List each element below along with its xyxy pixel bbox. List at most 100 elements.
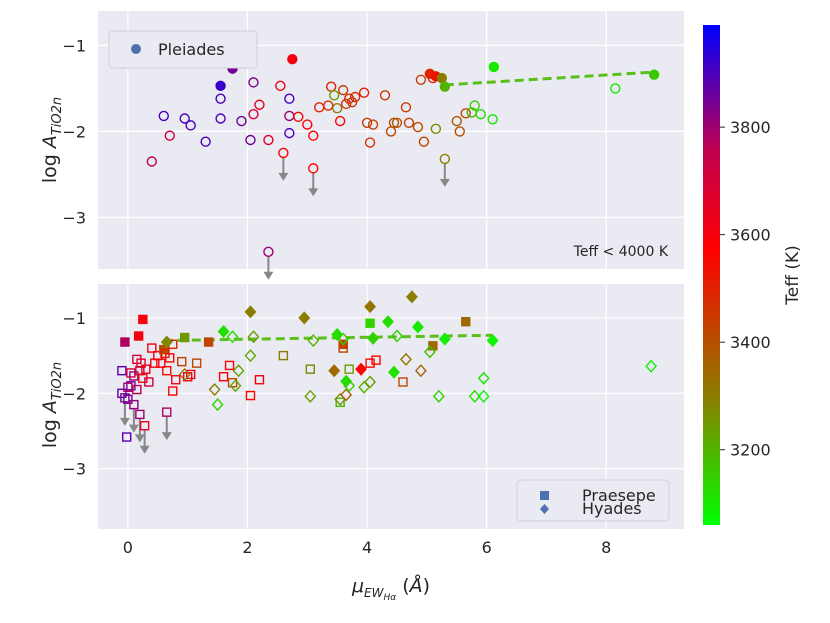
upper-limit-arrowhead xyxy=(139,445,150,454)
bottom-legend-box xyxy=(516,479,670,522)
praesepe-point xyxy=(245,390,256,401)
legend-pleiades-marker xyxy=(131,44,141,54)
hyades-point xyxy=(244,349,257,363)
pleiades-point xyxy=(391,117,403,129)
hyades-point xyxy=(211,398,224,412)
upper-limit-arrowhead xyxy=(308,188,319,197)
praesepe-point xyxy=(126,368,136,378)
praesepe-point xyxy=(278,350,289,361)
praesepe-point xyxy=(344,364,354,374)
x-tick-label: 8 xyxy=(601,538,611,557)
pleiades-point xyxy=(610,83,621,94)
pleiades-point xyxy=(460,108,471,119)
hyades-point xyxy=(337,332,350,346)
pleiades-point xyxy=(308,163,319,174)
x-tick-label: 6 xyxy=(482,538,492,557)
pleiades-point xyxy=(454,126,465,137)
legend-praesepe-label: Praesepe xyxy=(582,486,656,505)
praesepe-point xyxy=(120,393,130,403)
bottom-scatter-points xyxy=(117,290,658,454)
praesepe-point xyxy=(129,399,139,410)
praesepe-point xyxy=(123,394,133,405)
pleiades-point xyxy=(263,134,274,146)
upper-limit-arrowhead xyxy=(128,424,139,433)
bottom-legend: Praesepe Hyades xyxy=(516,479,670,522)
pleiades-point xyxy=(248,108,259,120)
praesepe-point xyxy=(305,364,315,374)
pleiades-point xyxy=(263,246,274,258)
colorbar-tick-label: 3200 xyxy=(730,441,771,460)
praesepe-point xyxy=(144,377,154,387)
hyades-point xyxy=(382,315,394,329)
colorbar-label: Teff (K) xyxy=(783,245,803,305)
pleiades-point xyxy=(343,93,355,104)
pleiades-point xyxy=(403,117,415,129)
pleiades-point xyxy=(215,113,226,124)
pleiades-point xyxy=(331,102,343,114)
top-fit-line xyxy=(444,70,655,87)
pleiades-point xyxy=(488,61,500,73)
legend-hyades-marker xyxy=(540,504,549,514)
pleiades-point xyxy=(236,115,247,127)
upper-limit-arrowhead xyxy=(263,271,274,280)
hyades-point xyxy=(477,371,490,385)
praesepe-point xyxy=(191,358,202,368)
bottom-panel: −1 −2 −3 log ATiO2n Praesepe Hyades xyxy=(39,284,684,529)
praesepe-point xyxy=(147,343,157,353)
pleiades-point xyxy=(364,137,376,148)
hyades-point xyxy=(364,375,377,389)
colorbar-tick-label: 3800 xyxy=(730,118,771,137)
pleiades-point xyxy=(475,108,486,120)
top-scatter-points xyxy=(146,53,660,280)
praesepe-point xyxy=(227,378,238,388)
x-tick-label: 0 xyxy=(123,538,133,557)
pleiades-point xyxy=(328,90,340,101)
pleiades-point xyxy=(379,90,391,101)
praesepe-point xyxy=(141,364,151,374)
pleiades-point xyxy=(346,96,358,108)
pleiades-point xyxy=(436,72,448,84)
legend-pleiades-label: Pleiades xyxy=(158,40,225,59)
hyades-point xyxy=(388,365,400,379)
praesepe-point xyxy=(224,360,235,371)
praesepe-point xyxy=(162,365,172,376)
pleiades-point xyxy=(164,130,175,141)
praesepe-point xyxy=(139,421,150,431)
colorbar-tick-label: 3600 xyxy=(730,226,771,245)
x-tick-labels: 0 2 4 6 8 xyxy=(123,538,612,557)
y-tick-label: −1 xyxy=(62,309,86,328)
praesepe-point xyxy=(180,332,190,343)
praesepe-point xyxy=(371,355,381,365)
praesepe-point xyxy=(168,386,178,396)
upper-limit-arrowhead xyxy=(278,172,289,181)
bottom-fit-line xyxy=(163,333,493,343)
y-tick-label: −2 xyxy=(62,384,86,403)
pleiades-point xyxy=(361,117,373,129)
hyades-point xyxy=(229,379,242,393)
hyades-point xyxy=(438,332,451,346)
top-annotation: Teff < 4000 K xyxy=(573,244,669,260)
hyades-point xyxy=(355,362,368,376)
praesepe-point xyxy=(133,331,144,341)
praesepe-point xyxy=(129,371,139,381)
praesepe-point xyxy=(165,353,175,363)
praesepe-point xyxy=(135,409,145,420)
top-legend-box xyxy=(108,30,258,69)
bottom-ylabel: log ATiO2n xyxy=(39,362,65,448)
praesepe-point xyxy=(122,432,132,442)
hyades-point xyxy=(178,367,191,382)
pleiades-point xyxy=(388,117,400,129)
legend-hyades-label: Hyades xyxy=(582,499,642,518)
hyades-point xyxy=(411,320,424,334)
pleiades-point xyxy=(430,123,442,135)
hyades-point xyxy=(244,305,257,319)
top-ylabel: log ATiO2n xyxy=(39,97,65,183)
pleiades-point xyxy=(248,77,259,88)
top-y-tick-labels: −1 −2 −3 xyxy=(62,36,86,227)
pleiades-point xyxy=(358,87,370,98)
y-tick-label: −3 xyxy=(62,460,86,479)
praesepe-point xyxy=(365,318,375,328)
pleiades-point xyxy=(278,147,289,159)
pleiades-point xyxy=(418,136,430,147)
